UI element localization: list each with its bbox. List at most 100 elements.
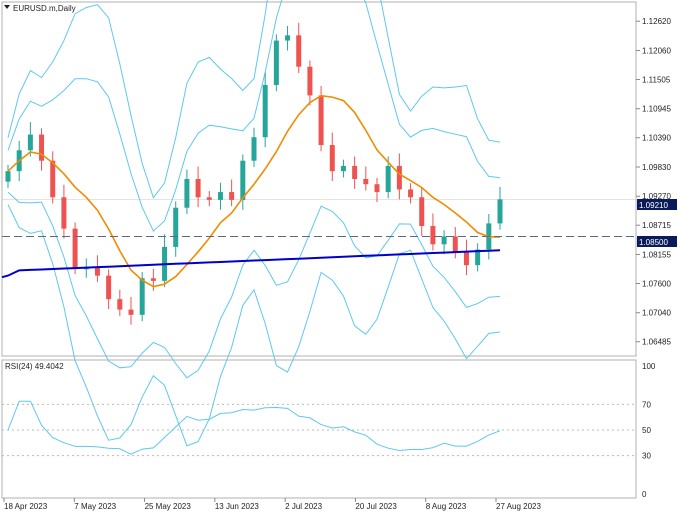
price-tick-label: 1.07600 xyxy=(642,279,671,288)
price-tick-label: 1.08715 xyxy=(642,221,671,230)
candle xyxy=(430,213,436,251)
price-tick-label: 1.09270 xyxy=(642,192,671,201)
candle xyxy=(128,297,134,325)
current-price-badge xyxy=(637,199,677,210)
candle-body xyxy=(262,84,268,138)
candle-body xyxy=(385,165,391,193)
candle xyxy=(39,128,45,171)
candle-body xyxy=(50,160,56,198)
candle-body xyxy=(39,134,45,161)
candle xyxy=(419,187,425,236)
hline-price-badge xyxy=(637,236,677,247)
lower-band xyxy=(7,191,501,379)
candle-body xyxy=(229,192,235,200)
candle-body xyxy=(251,137,257,161)
candle-body xyxy=(463,252,469,266)
rsi-title: RSI(24) 49.4042 xyxy=(5,362,64,371)
rsi-tick-label: 30 xyxy=(642,452,651,461)
candle-body xyxy=(497,199,503,224)
rsi-tick-label: 100 xyxy=(642,362,656,371)
candle-body xyxy=(285,35,291,41)
price-tick-label: 1.10390 xyxy=(642,134,671,143)
bollinger-bands xyxy=(7,0,501,447)
triangle-down-icon[interactable] xyxy=(4,5,10,9)
candle-body xyxy=(240,160,246,200)
price-tick-label: 1.12620 xyxy=(642,17,671,26)
price-tick-label: 1.10945 xyxy=(642,105,671,114)
candle xyxy=(5,164,11,188)
candle-body xyxy=(72,228,78,268)
candle xyxy=(184,169,190,214)
candle-body xyxy=(396,165,402,190)
price-tick-label: 1.07040 xyxy=(642,309,671,318)
time-tick-label: 7 May 2023 xyxy=(74,502,116,511)
candle-body xyxy=(363,179,369,185)
candle xyxy=(497,186,503,230)
rsi-levels xyxy=(2,403,636,457)
candle-body xyxy=(139,278,145,315)
candle xyxy=(475,243,481,272)
candle-body xyxy=(430,226,436,245)
candle xyxy=(307,60,313,106)
candle xyxy=(94,255,100,282)
candle xyxy=(195,166,201,208)
candle-body xyxy=(441,236,447,245)
candle xyxy=(352,156,358,189)
candle xyxy=(61,184,67,239)
symbol-label: EURUSD.m,Daily xyxy=(13,4,76,13)
price-tick-label: 1.08155 xyxy=(642,250,671,259)
candle xyxy=(408,183,414,204)
candle-body xyxy=(340,165,346,172)
candle-body xyxy=(150,278,156,281)
candle xyxy=(72,222,78,275)
candle xyxy=(296,22,302,73)
candle xyxy=(318,86,324,152)
time-tick-label: 2 Jul 2023 xyxy=(285,502,322,511)
time-tick-label: 27 Aug 2023 xyxy=(496,502,541,511)
candle xyxy=(273,34,279,92)
candle-body xyxy=(128,309,134,315)
candle-body xyxy=(352,165,358,179)
time-tick-label: 20 Jul 2023 xyxy=(355,502,397,511)
rsi-axis-ticks: 100 70 50 30 0 xyxy=(642,362,656,499)
candle xyxy=(385,156,391,199)
candle xyxy=(363,166,369,191)
candle-body xyxy=(27,134,33,151)
ma-blue-line xyxy=(1,249,501,279)
time-axis: 18 Apr 2023 7 May 2023 25 May 2023 13 Jun 2… xyxy=(3,498,541,511)
candle-body xyxy=(408,189,414,198)
ma-orange-line xyxy=(7,94,501,288)
candle-body xyxy=(419,197,425,227)
upper-band xyxy=(7,0,501,232)
price-panel-frame xyxy=(1,1,637,357)
rsi-tick-label: 0 xyxy=(642,490,647,499)
outer-lower-band xyxy=(7,204,501,447)
candle xyxy=(374,177,380,202)
candle xyxy=(285,25,291,51)
time-tick-label: 8 Aug 2023 xyxy=(426,502,467,511)
candle xyxy=(452,227,458,259)
candle xyxy=(173,201,179,257)
candle-body xyxy=(106,275,112,300)
candle xyxy=(251,127,257,167)
candle-body xyxy=(296,35,302,67)
candle xyxy=(206,191,212,207)
candle xyxy=(329,132,335,182)
candle-body xyxy=(184,179,190,208)
rsi-tick-label: 50 xyxy=(642,426,651,435)
time-tick-label: 18 Apr 2023 xyxy=(4,502,48,511)
candle xyxy=(463,239,469,276)
candle-body xyxy=(61,197,67,229)
candle-body xyxy=(5,171,11,182)
candle-body xyxy=(374,184,380,193)
candle xyxy=(162,234,168,288)
candle xyxy=(441,230,447,255)
candle-body xyxy=(117,299,123,310)
candle xyxy=(340,159,346,178)
candle xyxy=(262,72,268,148)
candle xyxy=(50,151,56,204)
price-tick-label: 1.09830 xyxy=(642,163,671,172)
candles xyxy=(5,22,503,325)
outer-upper-band xyxy=(7,0,501,199)
